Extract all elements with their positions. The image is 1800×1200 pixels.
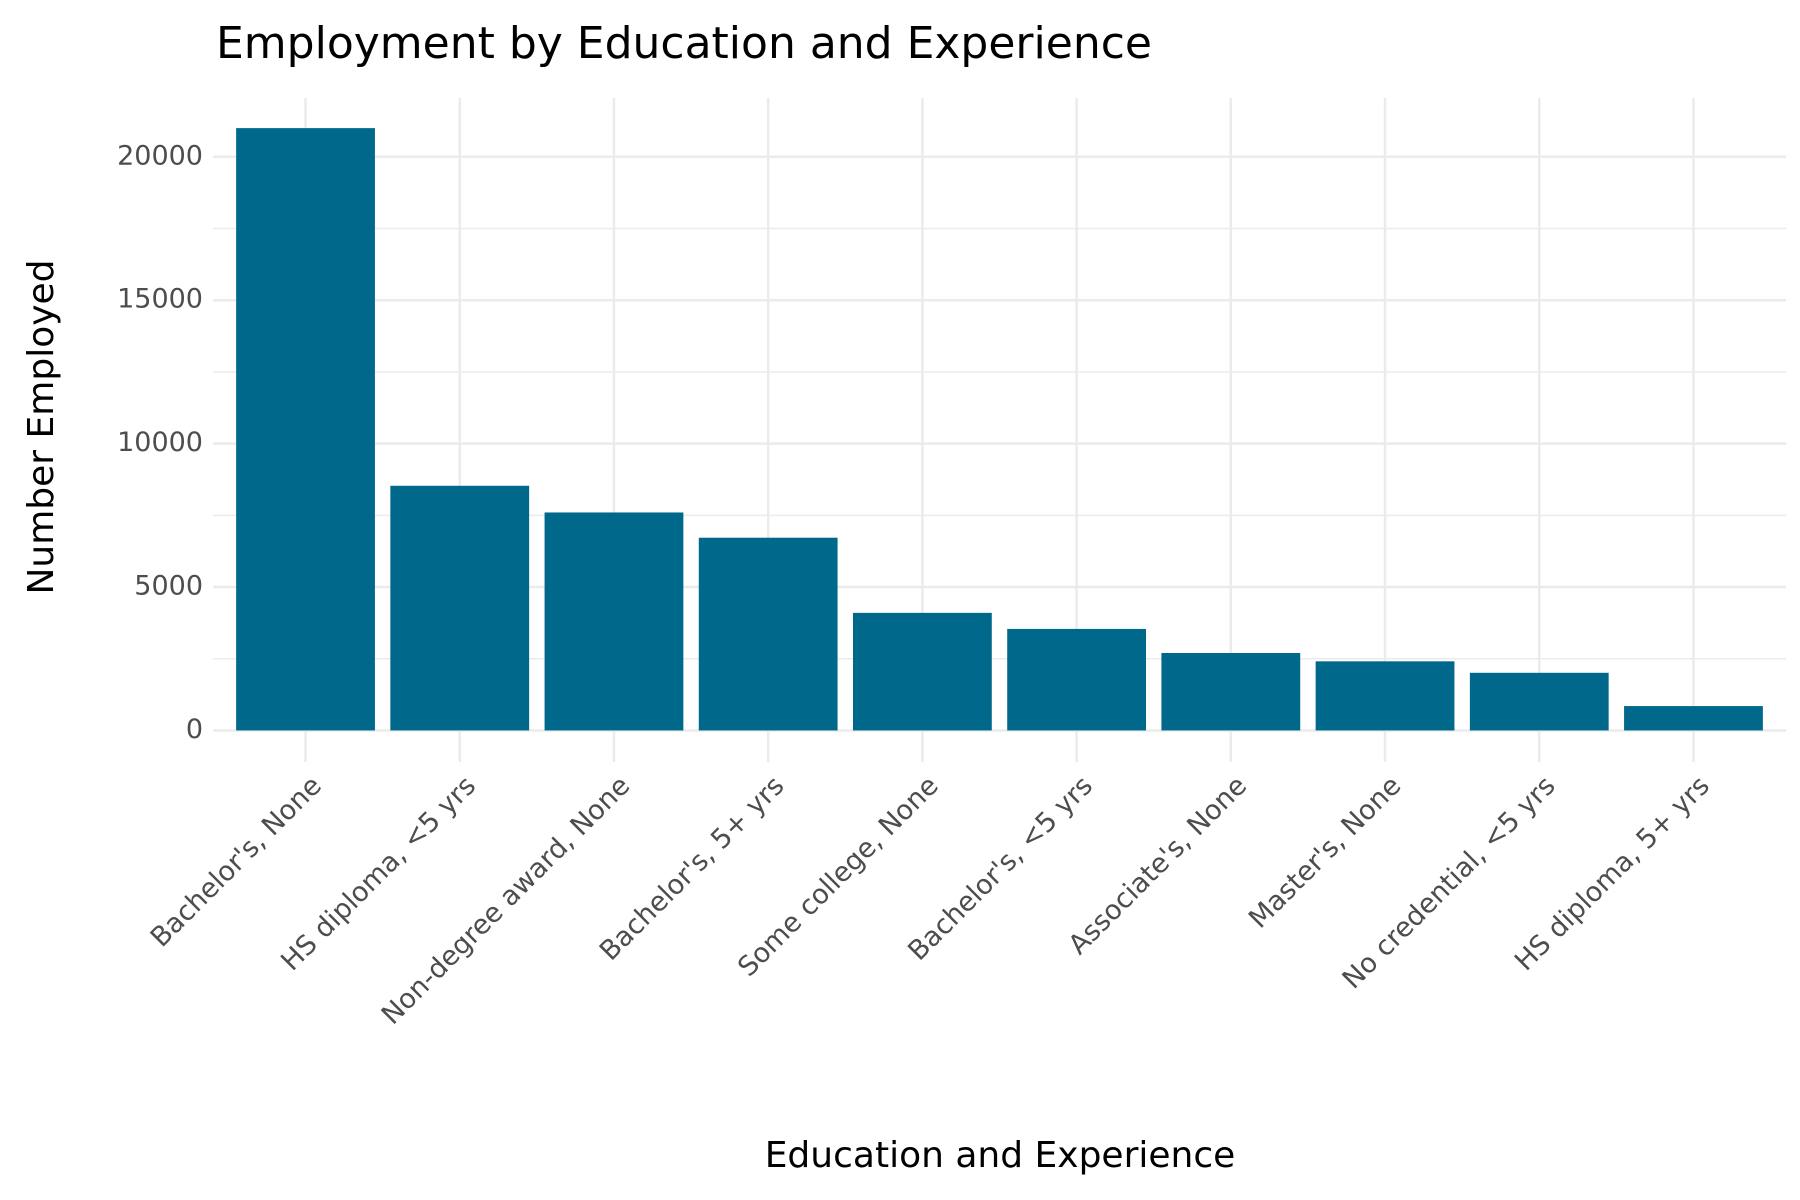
- y-tick-label: 0: [186, 714, 203, 745]
- x-tick-label: Master's, None: [1243, 770, 1407, 934]
- bar: [390, 485, 530, 731]
- y-tick-label: 5000: [134, 571, 203, 602]
- bar: [1624, 706, 1763, 731]
- bar: [544, 512, 684, 731]
- bar: [1161, 653, 1301, 731]
- bar: [698, 537, 838, 731]
- chart-title: Employment by Education and Experience: [216, 18, 1152, 69]
- y-tick-label: 10000: [117, 427, 203, 458]
- bar: [1469, 672, 1609, 731]
- bar: [1007, 628, 1147, 731]
- x-axis-title: Education and Experience: [765, 1135, 1236, 1176]
- bar: [236, 128, 375, 731]
- x-tick-label: Bachelor's, None: [145, 770, 328, 953]
- y-tick-label: 15000: [117, 284, 203, 315]
- y-tick-label: 20000: [117, 140, 203, 171]
- bar: [1315, 661, 1455, 731]
- x-tick-label: Non-degree award, None: [376, 770, 636, 1030]
- bar: [852, 612, 992, 731]
- y-axis-title: Number Employed: [21, 259, 62, 594]
